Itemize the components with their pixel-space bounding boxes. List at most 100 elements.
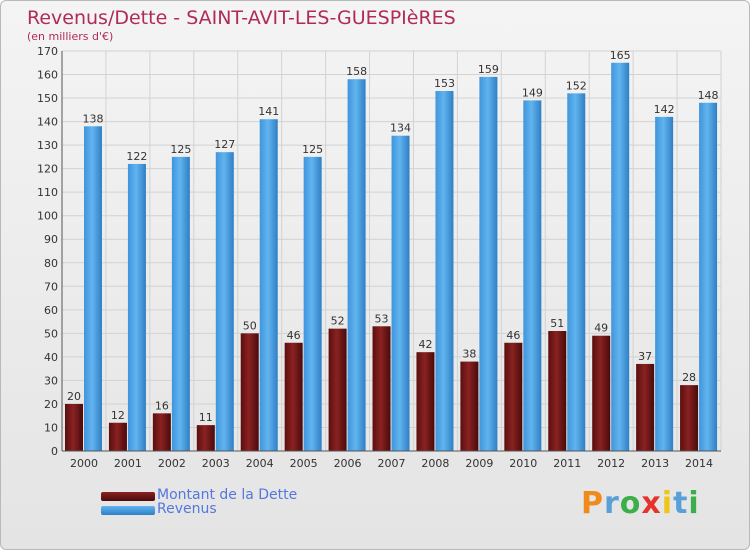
logo-letter: i	[661, 486, 674, 521]
y-tick-label: 160	[37, 69, 58, 82]
x-tick-label: 2013	[641, 457, 669, 470]
bar-dette	[240, 333, 259, 451]
bar-dette	[460, 361, 479, 451]
legend-label-revenus: Revenus	[157, 501, 217, 517]
data-label-dette: 52	[331, 315, 345, 328]
bar-revenus	[127, 163, 146, 452]
y-tick-label: 30	[44, 374, 58, 387]
data-label-dette: 46	[287, 329, 301, 342]
data-label-revenus: 125	[302, 143, 323, 156]
x-tick-label: 2010	[509, 457, 537, 470]
legend-label-dette: Montant de la Dette	[157, 487, 298, 503]
data-label-revenus: 125	[170, 143, 191, 156]
data-label-revenus: 165	[610, 49, 631, 62]
y-tick-label: 50	[44, 327, 58, 340]
bar-chart: 20 138 12 122 16 125 11 127 50 141 46 125 52 158 53 134…	[37, 45, 722, 470]
bar-revenus	[435, 91, 454, 451]
x-tick-label: 2001	[114, 457, 142, 470]
x-tick-label: 2006	[334, 457, 362, 470]
y-tick-label: 20	[44, 398, 58, 411]
x-tick-label: 2011	[553, 457, 581, 470]
y-tick-label: 150	[37, 92, 58, 105]
y-tick-label: 100	[37, 210, 58, 223]
bar-revenus	[347, 79, 366, 451]
y-tick-label: 110	[37, 186, 58, 199]
y-tick-label: 0	[51, 445, 58, 458]
x-tick-label: 2005	[290, 457, 318, 470]
logo-letter: x	[641, 486, 662, 521]
bar-dette	[416, 352, 435, 451]
bar-revenus	[259, 119, 278, 451]
y-tick-label: 40	[44, 351, 58, 364]
data-label-dette: 46	[506, 329, 520, 342]
logo-letter: r	[604, 486, 620, 521]
axes: 0 10 20 30 40 50 60 70 80 90 100 110 120 130 140 150 160…	[37, 45, 721, 470]
data-label-revenus: 127	[214, 138, 235, 151]
data-label-dette: 16	[155, 399, 169, 412]
data-label-dette: 20	[67, 390, 81, 403]
data-label-revenus: 148	[698, 89, 719, 102]
data-label-dette: 28	[682, 371, 696, 384]
bar-dette	[504, 342, 523, 451]
chart-title: Revenus/Dette - SAINT-AVIT-LES-GUESPIèRE…	[27, 7, 456, 29]
data-label-dette: 49	[594, 322, 608, 335]
x-tick-label: 2009	[465, 457, 493, 470]
bar-dette	[548, 331, 567, 451]
grid-lines	[61, 50, 722, 452]
data-label-revenus: 122	[126, 150, 147, 163]
data-label-revenus: 134	[390, 122, 411, 135]
x-tick-label: 2003	[202, 457, 230, 470]
bar-dette	[108, 422, 127, 451]
bars	[65, 62, 718, 452]
bar-dette	[328, 328, 347, 451]
bar-dette	[284, 342, 303, 451]
logo-letter: P	[581, 486, 604, 521]
logo-letter: t	[673, 486, 689, 521]
y-tick-label: 170	[37, 45, 58, 58]
y-tick-label: 70	[44, 280, 58, 293]
data-label-revenus: 149	[522, 86, 543, 99]
x-tick-label: 2000	[70, 457, 98, 470]
data-label-revenus: 142	[654, 103, 675, 116]
bar-revenus	[391, 135, 410, 452]
data-label-revenus: 152	[566, 79, 587, 92]
y-tick-label: 60	[44, 304, 58, 317]
data-label-revenus: 141	[258, 105, 279, 118]
proxiti-logo: Proxiti	[581, 486, 700, 521]
bar-revenus	[84, 126, 102, 451]
x-tick-label: 2002	[158, 457, 186, 470]
data-label-dette: 37	[638, 350, 652, 363]
logo-letter: i	[688, 486, 700, 521]
logo-letter: o	[619, 486, 642, 521]
legend-swatch-revenus	[101, 506, 155, 515]
bar-revenus	[303, 156, 322, 451]
data-label-dette: 12	[111, 409, 125, 422]
data-label-revenus: 158	[346, 65, 367, 78]
y-tick-label: 140	[37, 116, 58, 129]
bar-dette	[196, 425, 215, 451]
bar-revenus	[171, 156, 190, 451]
bar-dette	[680, 385, 699, 451]
x-tick-label: 2004	[246, 457, 274, 470]
data-label-revenus: 138	[83, 112, 104, 125]
bar-dette	[65, 403, 83, 451]
bar-revenus	[655, 116, 674, 451]
legend-swatch-dette	[101, 492, 155, 501]
x-tick-label: 2007	[378, 457, 406, 470]
bar-dette	[372, 326, 391, 451]
bar-dette	[592, 335, 611, 451]
bar-revenus	[567, 93, 586, 452]
y-tick-label: 120	[37, 163, 58, 176]
data-label-dette: 11	[199, 411, 213, 424]
data-labels: 20 138 12 122 16 125 11 127 50 141 46 125 52 158 53 134…	[67, 49, 719, 424]
data-label-dette: 38	[462, 348, 476, 361]
y-tick-label: 10	[44, 421, 58, 434]
y-tick-label: 80	[44, 257, 58, 270]
bar-dette	[636, 363, 655, 451]
data-label-revenus: 159	[478, 63, 499, 76]
data-label-revenus: 153	[434, 77, 455, 90]
bar-revenus	[699, 102, 718, 451]
x-tick-label: 2014	[685, 457, 713, 470]
bar-revenus	[523, 100, 542, 451]
